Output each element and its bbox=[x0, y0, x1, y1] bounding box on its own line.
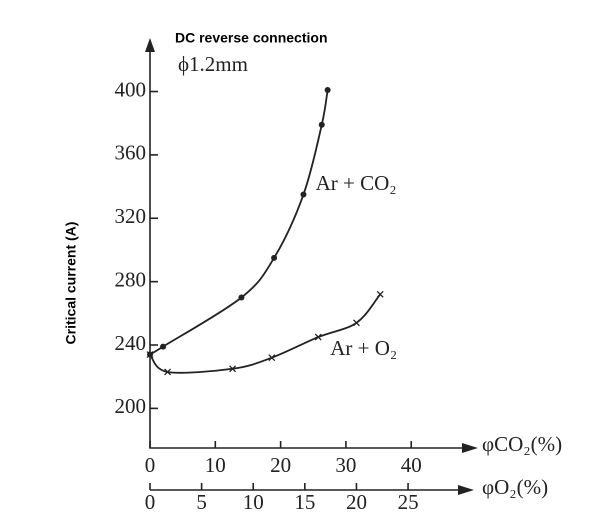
point bbox=[268, 354, 276, 362]
point bbox=[164, 368, 172, 376]
x2-tick-label: 15 bbox=[294, 490, 315, 514]
x2-tick-label: 25 bbox=[398, 490, 419, 514]
x-tick-label: 40 bbox=[401, 453, 422, 477]
point bbox=[376, 290, 384, 298]
series-line bbox=[149, 89, 329, 356]
point bbox=[160, 343, 167, 350]
point bbox=[238, 294, 245, 301]
y-tick-label: 360 bbox=[115, 141, 147, 165]
point bbox=[352, 319, 360, 327]
series-label: Ar + CO₂ bbox=[316, 171, 397, 195]
y-tick-label: 400 bbox=[115, 77, 147, 101]
x2-tick-label: 5 bbox=[196, 490, 207, 514]
point bbox=[300, 191, 307, 198]
axes bbox=[149, 42, 470, 449]
x2-axis-label: φO₂(%) bbox=[482, 475, 548, 499]
x-tick-label: 0 bbox=[145, 453, 156, 477]
x-tick-label: 10 bbox=[205, 453, 226, 477]
chart-subtitle: ϕ1.2mm bbox=[178, 52, 248, 76]
y-tick-label: 240 bbox=[115, 331, 147, 355]
x2-tick-label: 10 bbox=[243, 490, 264, 514]
x2-tick-label: 20 bbox=[346, 490, 367, 514]
y-axis-label: Critical current (A) bbox=[63, 222, 79, 345]
y-tick-label: 320 bbox=[115, 204, 147, 228]
point bbox=[314, 333, 322, 341]
x-tick-label: 20 bbox=[270, 453, 291, 477]
point bbox=[324, 86, 331, 93]
chart-title: DC reverse connection bbox=[175, 30, 328, 46]
point bbox=[229, 365, 237, 373]
axis-arrows bbox=[145, 38, 478, 495]
point bbox=[271, 254, 278, 261]
x2-tick-label: 0 bbox=[145, 490, 156, 514]
x-tick-label: 30 bbox=[335, 453, 356, 477]
point bbox=[318, 121, 325, 128]
y-tick-label: 280 bbox=[115, 267, 147, 291]
y-tick-label: 200 bbox=[115, 394, 147, 418]
x-axis-label: φCO₂(%) bbox=[482, 432, 562, 456]
series-label: Ar + O₂ bbox=[330, 336, 397, 360]
point bbox=[146, 351, 154, 358]
